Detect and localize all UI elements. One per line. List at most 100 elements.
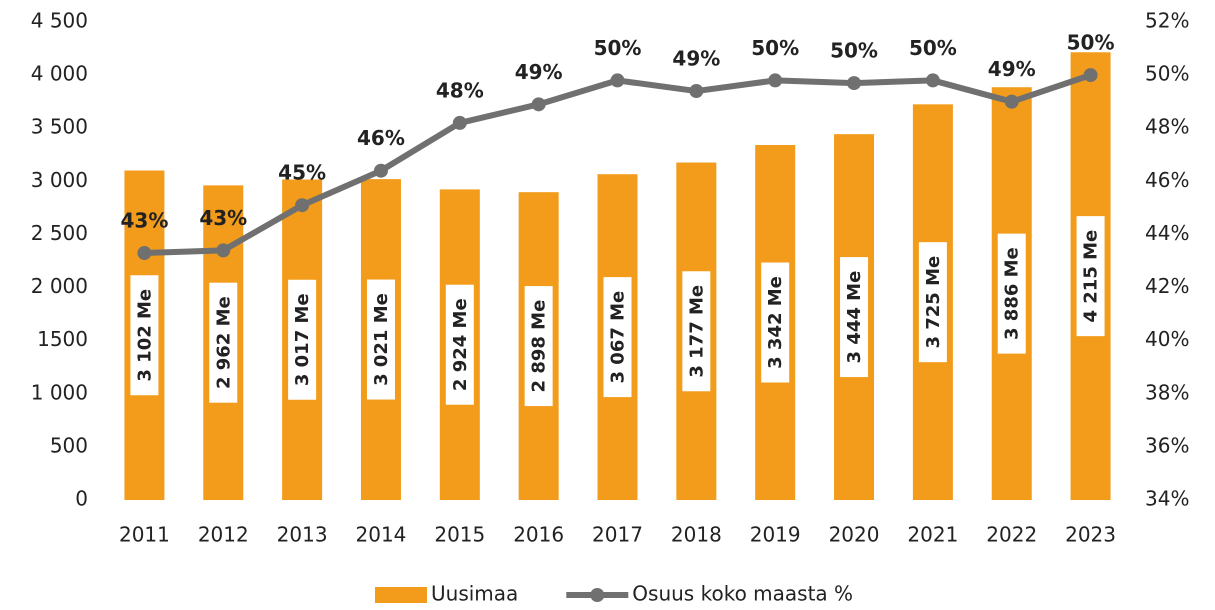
bar-value-label: 2 898 Me (529, 300, 550, 393)
legend-point (590, 588, 605, 602)
bar-value-label: 3 177 Me (686, 285, 707, 378)
yticks-label: 2 000 (31, 274, 88, 298)
yticks-label: 1500 (37, 327, 88, 351)
bar-label-box (209, 282, 238, 403)
bar-label: 4 215 Me (1076, 216, 1105, 337)
bar-label: 2 924 Me (445, 284, 474, 405)
bar-label-box (130, 275, 159, 396)
bar-label: 3 886 Me (997, 233, 1026, 354)
line-point (925, 73, 940, 88)
bar-label-box (840, 257, 869, 378)
line-point (137, 246, 152, 261)
bar-label-box (603, 277, 632, 398)
y2ticks-label: 36% (1145, 433, 1189, 457)
bar-label-box (997, 233, 1026, 354)
yticks-label: 3 500 (31, 115, 88, 139)
line-point (452, 115, 467, 130)
x-tick-label: 2023 (1065, 523, 1116, 547)
line-value-label: 50% (909, 36, 957, 60)
line-value-label: 48% (436, 78, 484, 102)
bar-value-label: 3 067 Me (608, 291, 629, 384)
bar-value-label: 2 924 Me (450, 298, 471, 391)
line-value-label: 49% (515, 60, 563, 84)
bar-label: 3 017 Me (288, 279, 317, 400)
x-tick-label: 2012 (198, 523, 249, 547)
bar-label-box (366, 279, 395, 400)
line-value-label: 43% (120, 209, 168, 233)
line-point (610, 73, 625, 88)
line-point (373, 163, 388, 178)
bar-value-label: 3 342 Me (765, 276, 786, 369)
line-value-label: 50% (1067, 31, 1115, 55)
line-value-label: 49% (672, 47, 720, 71)
bar-label: 3 444 Me (840, 257, 869, 378)
legend-swatch (375, 587, 427, 603)
line-value-label: 50% (594, 36, 642, 60)
bar-label: 3 725 Me (918, 242, 947, 363)
y2ticks-label: 52% (1145, 9, 1189, 33)
y2ticks-label: 34% (1145, 487, 1189, 511)
bar-value-label: 3 725 Me (923, 256, 944, 349)
bar-value-label: 4 215 Me (1081, 230, 1102, 323)
x-tick-label: 2018 (671, 523, 722, 547)
bar-value-label: 3 021 Me (371, 293, 392, 386)
yticks-label: 500 (50, 433, 88, 457)
bar-label: 3 342 Me (761, 262, 790, 383)
bar-value-label: 3 444 Me (844, 271, 865, 364)
line-value-label: 43% (199, 206, 247, 230)
line-value-label: 50% (751, 36, 799, 60)
bar-value-label: 3 017 Me (292, 293, 313, 386)
bar-label: 3 177 Me (682, 271, 711, 392)
bar-label: 3 067 Me (603, 277, 632, 398)
line-value-label: 50% (830, 39, 878, 63)
x-tick-label: 2015 (434, 523, 485, 547)
yticks-label: 1 000 (31, 380, 88, 404)
bar-label-box (761, 262, 790, 383)
bar-label-box (445, 284, 474, 405)
bar-value-label: 3 886 Me (1002, 247, 1023, 340)
line-point (1083, 68, 1098, 83)
x-tick-label: 2021 (907, 523, 958, 547)
bar-value-label: 3 102 Me (134, 289, 155, 382)
y2ticks-label: 50% (1145, 62, 1189, 86)
x-tick-label: 2016 (513, 523, 564, 547)
line-point (689, 84, 704, 99)
line-point (768, 73, 783, 88)
x-tick-label: 2013 (277, 523, 328, 547)
bar-label-box (682, 271, 711, 392)
x-tick-label: 2020 (829, 523, 880, 547)
yticks-label: 4 000 (31, 62, 88, 86)
yticks-label: 2 500 (31, 221, 88, 245)
bar-label: 2 898 Me (524, 286, 553, 407)
x-tick-label: 2019 (750, 523, 801, 547)
y2ticks-label: 44% (1145, 221, 1189, 245)
y2ticks-label: 38% (1145, 380, 1189, 404)
y2ticks-label: 48% (1145, 115, 1189, 139)
yticks-label: 0 (75, 487, 88, 511)
y2ticks-label: 42% (1145, 274, 1189, 298)
line-value-label: 45% (278, 161, 326, 185)
bar-value-label: 2 962 Me (213, 296, 234, 389)
bar-label-box (524, 286, 553, 407)
line-value-label: 46% (357, 126, 405, 150)
x-tick-label: 2014 (356, 523, 407, 547)
bar-label-box (918, 242, 947, 363)
bar-label: 2 962 Me (209, 282, 238, 403)
bar-label-box (288, 279, 317, 400)
x-tick-label: 2011 (119, 523, 170, 547)
legend-label: Osuus koko maasta % (632, 582, 853, 606)
bar-label: 3 102 Me (130, 275, 159, 396)
x-tick-label: 2017 (592, 523, 643, 547)
line-value-label: 49% (988, 57, 1036, 81)
y2ticks-label: 40% (1145, 327, 1189, 351)
yticks-label: 3 000 (31, 168, 88, 192)
yticks-label: 4 500 (31, 9, 88, 33)
legend-label: Uusimaa (431, 582, 518, 606)
bar-label: 3 021 Me (366, 279, 395, 400)
x-tick-label: 2022 (986, 523, 1037, 547)
line-point (216, 243, 231, 258)
line-point (1004, 94, 1019, 109)
bar-label-box (1076, 216, 1105, 337)
y2ticks-label: 46% (1145, 168, 1189, 192)
